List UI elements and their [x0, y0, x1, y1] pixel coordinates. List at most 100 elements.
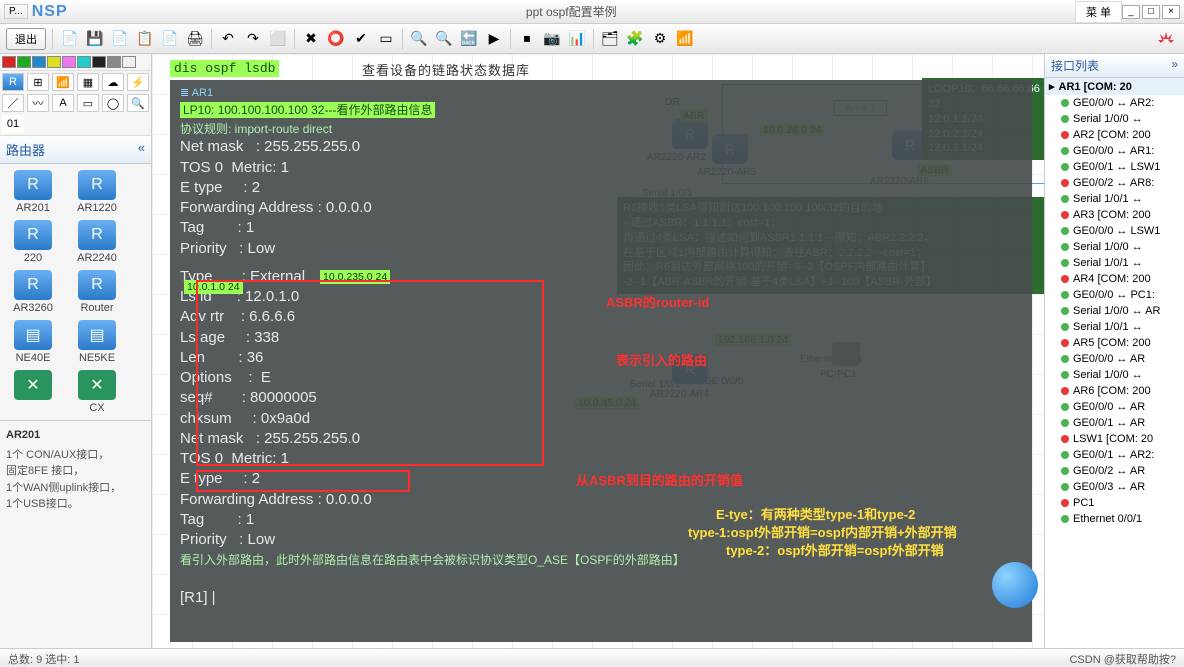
- toolbar-button[interactable]: 📶: [674, 28, 696, 50]
- toolbar-button[interactable]: 📄: [109, 28, 131, 50]
- tree-item[interactable]: AR3 [COM: 200: [1045, 207, 1184, 223]
- tool-curve-icon[interactable]: 〰: [27, 94, 49, 112]
- toolbar-button[interactable]: 🗂: [599, 28, 621, 50]
- toolbar-button[interactable]: ✖: [300, 28, 322, 50]
- toolbar-button[interactable]: ↶: [217, 28, 239, 50]
- maximize-button[interactable]: □: [1142, 5, 1160, 19]
- tool-fw-icon[interactable]: ▦: [77, 73, 99, 91]
- palette-swatch[interactable]: [2, 56, 16, 68]
- status-dot-icon: [1061, 387, 1069, 395]
- tree-item[interactable]: GE0/0/0 ↔ AR: [1045, 399, 1184, 415]
- device-item[interactable]: ▤NE40E: [6, 320, 60, 364]
- tree-item[interactable]: GE0/0/3 ↔ AR: [1045, 479, 1184, 495]
- toolbar-button[interactable]: ⚙: [649, 28, 671, 50]
- tool-cloud-icon[interactable]: ☁: [102, 73, 124, 91]
- tool-line-icon[interactable]: ⚡: [127, 73, 149, 91]
- toolbar-button[interactable]: 📄: [59, 28, 81, 50]
- device-item[interactable]: ✕: [6, 370, 60, 414]
- tree-item[interactable]: GE0/0/2 ↔ AR8:: [1045, 175, 1184, 191]
- exit-button[interactable]: 退出: [6, 28, 46, 50]
- tool-wlan-icon[interactable]: 📶: [52, 73, 74, 91]
- tool-seg-icon[interactable]: ／: [2, 94, 24, 112]
- device-item[interactable]: RAR201: [6, 170, 60, 214]
- tree-item[interactable]: GE0/0/0 ↔ AR: [1045, 351, 1184, 367]
- interface-tree[interactable]: ▸ AR1 [COM: 20 GE0/0/0 ↔ AR2:Serial 1/0/…: [1045, 78, 1184, 648]
- toolbar-button[interactable]: 📷: [541, 28, 563, 50]
- palette-swatch[interactable]: [32, 56, 46, 68]
- tree-item[interactable]: Ethernet 0/0/1: [1045, 511, 1184, 527]
- toolbar-button[interactable]: 📄: [159, 28, 181, 50]
- toolbar-button[interactable]: ▶: [483, 28, 505, 50]
- tree-item[interactable]: Serial 1/0/1 ↔: [1045, 255, 1184, 271]
- toolbar-button[interactable]: 🔍: [433, 28, 455, 50]
- tree-item[interactable]: GE0/0/0 ↔ AR1:: [1045, 143, 1184, 159]
- device-item[interactable]: ✕CX: [70, 370, 124, 414]
- assistant-bird-icon[interactable]: [992, 562, 1038, 608]
- toolbar-button[interactable]: 🔍: [408, 28, 430, 50]
- tool-router-icon[interactable]: R: [2, 73, 24, 91]
- annot-etype-2: type-2：ospf外部开销=ospf外部开销: [726, 542, 944, 560]
- tree-item[interactable]: AR6 [COM: 200: [1045, 383, 1184, 399]
- device-item[interactable]: RRouter: [70, 270, 124, 314]
- palette-swatch[interactable]: [107, 56, 121, 68]
- tree-item[interactable]: AR4 [COM: 200: [1045, 271, 1184, 287]
- tree-item[interactable]: AR5 [COM: 200: [1045, 335, 1184, 351]
- toolbar-button[interactable]: 🧩: [624, 28, 646, 50]
- palette-swatch[interactable]: [122, 56, 136, 68]
- device-item[interactable]: RAR3260: [6, 270, 60, 314]
- tool-text-icon[interactable]: A: [52, 94, 74, 112]
- device-info-line: 1个WAN侧uplink接口，: [6, 480, 145, 497]
- palette-swatch[interactable]: [47, 56, 61, 68]
- tool-switch-icon[interactable]: ⊞: [27, 73, 49, 91]
- palette-swatch[interactable]: [92, 56, 106, 68]
- palette-swatch[interactable]: [77, 56, 91, 68]
- tree-item[interactable]: Serial 1/0/0 ↔: [1045, 367, 1184, 383]
- palette-swatch[interactable]: [62, 56, 76, 68]
- toolbar-button[interactable]: ↷: [242, 28, 264, 50]
- toolbar-button[interactable]: 📋: [134, 28, 156, 50]
- tree-item[interactable]: Serial 1/0/0 ↔ AR: [1045, 303, 1184, 319]
- tree-item[interactable]: LSW1 [COM: 20: [1045, 431, 1184, 447]
- tree-item[interactable]: Serial 1/0/0 ↔: [1045, 239, 1184, 255]
- device-item[interactable]: ▤NE5KE: [70, 320, 124, 364]
- toolbar-button[interactable]: ⭕: [325, 28, 347, 50]
- tree-item[interactable]: Serial 1/0/1 ↔: [1045, 191, 1184, 207]
- device-item[interactable]: R220: [6, 220, 60, 264]
- close-button[interactable]: ×: [1162, 5, 1180, 19]
- tree-item[interactable]: GE0/0/0 ↔ AR2:: [1045, 95, 1184, 111]
- toolbar-button[interactable]: ✔: [350, 28, 372, 50]
- minimize-button[interactable]: _: [1122, 5, 1140, 19]
- toolbar-button[interactable]: 📊: [566, 28, 588, 50]
- device-info-line: 固定8FE 接口，: [6, 463, 145, 480]
- tree-item[interactable]: PC1: [1045, 495, 1184, 511]
- tree-item[interactable]: Serial 1/0/0 ↔: [1045, 111, 1184, 127]
- toolbar-button[interactable]: 🖨: [184, 28, 206, 50]
- toolbar-button[interactable]: ▭: [375, 28, 397, 50]
- status-right: CSDN @获取帮助按?: [1069, 651, 1176, 664]
- toolbar-button[interactable]: 🔙: [458, 28, 480, 50]
- tree-item[interactable]: GE0/0/1 ↔ AR2:: [1045, 447, 1184, 463]
- device-item[interactable]: RAR2240: [70, 220, 124, 264]
- toolbar-button[interactable]: 💾: [84, 28, 106, 50]
- toolbar-button[interactable]: ⏹: [516, 28, 538, 50]
- main-menu-button[interactable]: 菜 单: [1075, 1, 1122, 23]
- device-category-head[interactable]: 路由器: [0, 136, 151, 164]
- tree-item[interactable]: GE0/0/1 ↔ LSW1: [1045, 159, 1184, 175]
- interface-list-head[interactable]: 接口列表: [1045, 54, 1184, 78]
- tool-zoom-icon[interactable]: 🔍: [127, 94, 149, 112]
- tree-root[interactable]: ▸ AR1 [COM: 20: [1045, 78, 1184, 95]
- tree-item[interactable]: GE0/0/0 ↔ PC1:: [1045, 287, 1184, 303]
- annot-import-route: 表示引入的路由: [616, 352, 707, 370]
- tree-item[interactable]: GE0/0/1 ↔ AR: [1045, 415, 1184, 431]
- tree-item[interactable]: GE0/0/2 ↔ AR: [1045, 463, 1184, 479]
- palette-swatch[interactable]: [17, 56, 31, 68]
- tree-item[interactable]: GE0/0/0 ↔ LSW1: [1045, 223, 1184, 239]
- tree-item[interactable]: AR2 [COM: 200: [1045, 127, 1184, 143]
- toolbar-button[interactable]: ⬜: [267, 28, 289, 50]
- shape-tools: R ⊞ 📶 ▦ ☁ ⚡ ／ 〰 A ▭ ◯ 🔍 01: [0, 71, 151, 136]
- topology-canvas[interactable]: dis ospf lsdb 查看设备的链路状态数据库 Area 1 R ABR …: [152, 54, 1044, 648]
- tree-item[interactable]: Serial 1/0/1 ↔: [1045, 319, 1184, 335]
- tool-ellipse-icon[interactable]: ◯: [102, 94, 124, 112]
- device-item[interactable]: RAR1220: [70, 170, 124, 214]
- tool-rect-icon[interactable]: ▭: [77, 94, 99, 112]
